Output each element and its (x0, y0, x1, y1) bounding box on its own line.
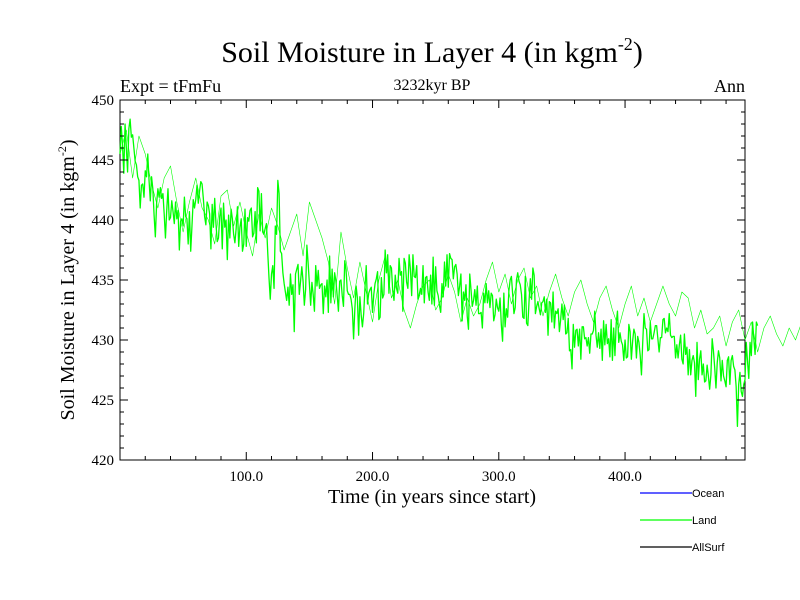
legend-label-allsurf: AllSurf (692, 542, 725, 554)
y-tick-label: 450 (92, 93, 115, 109)
y-tick-label: 440 (92, 213, 115, 229)
y-tick-label: 445 (92, 153, 115, 169)
x-tick-label: 400.0 (608, 469, 642, 485)
data-layer (119, 118, 800, 428)
experiment-label: Expt = tFmFu (120, 76, 221, 96)
legend: Ocean Land AllSurf (640, 488, 725, 554)
series-line-land-fine (119, 118, 759, 428)
y-axis-label: Soil Moisture in Layer 4 (in kgm-2) (55, 139, 79, 420)
y-tick-label: 435 (92, 273, 115, 289)
legend-label-ocean: Ocean (692, 488, 724, 500)
y-axis-label-main: Soil Moisture in Layer 4 (in kgm (57, 156, 79, 421)
y-axis-label-close: ) (57, 139, 79, 146)
tick-layer: 100.0 200.0 300.0 400.0 420 425 430 435 440 445 45… (92, 93, 745, 485)
x-tick-label: 200.0 (356, 469, 390, 485)
y-tick-label: 420 (92, 453, 115, 469)
chart-title-close: ) (633, 36, 643, 69)
period-label: Ann (714, 76, 745, 96)
legend-label-land: Land (692, 515, 716, 527)
y-tick-label: 430 (92, 333, 115, 349)
y-axis-label-sup: -2 (55, 146, 69, 156)
chart-title-main: Soil Moisture in Layer 4 (in kgm (221, 36, 618, 69)
chart-title-sup: -2 (618, 34, 633, 54)
x-tick-label: 300.0 (482, 469, 516, 485)
chart-title: Soil Moisture in Layer 4 (in kgm-2) (221, 34, 643, 69)
y-tick-label: 425 (92, 393, 115, 409)
x-axis-label: Time (in years since start) (328, 486, 536, 508)
chart-subtitle: 3232kyr BP (394, 77, 471, 94)
x-tick-label: 100.0 (229, 469, 263, 485)
